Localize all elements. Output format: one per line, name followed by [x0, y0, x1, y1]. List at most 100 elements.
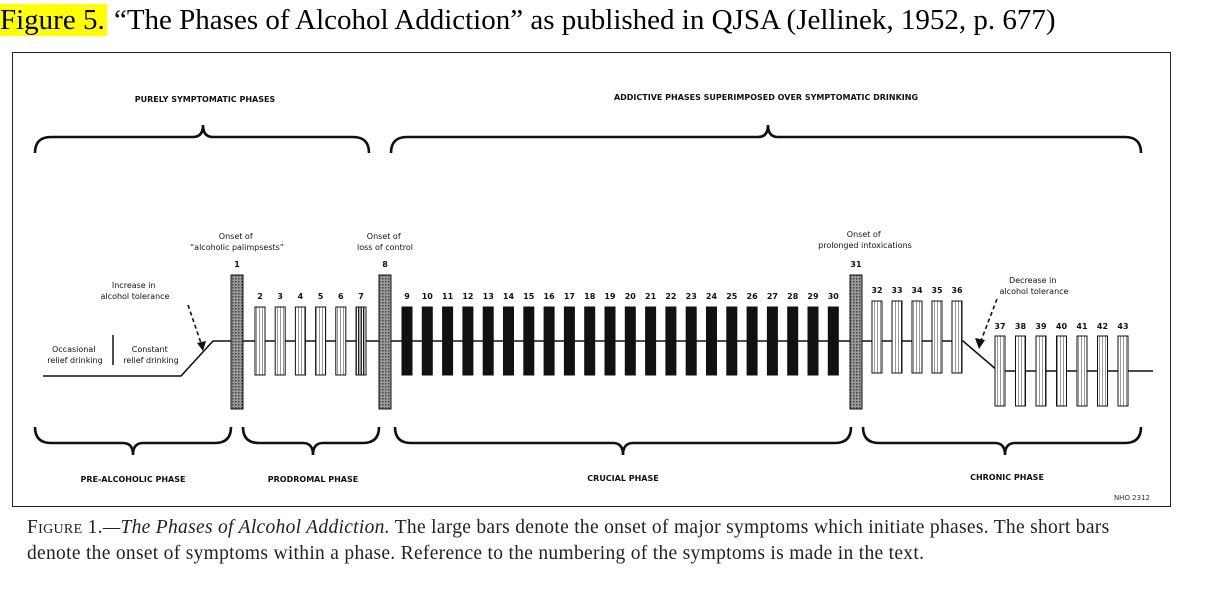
- decrease-tolerance-arrow: [978, 298, 998, 347]
- caption-text: The large bars denote the onset of major…: [27, 517, 1110, 564]
- decrease-tolerance-label: Decrease in alcohol tolerance: [1000, 276, 1069, 296]
- decrease-tolerance-arrowhead: [975, 338, 985, 349]
- figure-caption: Figure 1.—The Phases of Alcohol Addictio…: [27, 515, 1167, 567]
- symptom-bar-15: [523, 306, 535, 376]
- symptom-number-25: 25: [726, 292, 738, 301]
- symptom-number-20: 20: [625, 292, 637, 301]
- symptom-bar-13: [482, 306, 494, 376]
- symptom-number-33: 33: [891, 286, 902, 295]
- symptom-bar-11: [442, 306, 454, 376]
- symptom-bar-27: [766, 306, 778, 376]
- symptom-bar-38: [1015, 335, 1026, 407]
- symptom-number-43: 43: [1117, 322, 1128, 331]
- symptom-number-34: 34: [911, 286, 923, 295]
- caption-figure-word: Figure 1.: [27, 517, 103, 538]
- symptom-number-40: 40: [1056, 322, 1068, 331]
- bracket-prodromal: PRODROMAL PHASE: [241, 426, 381, 484]
- symptom-bar-43: [1117, 335, 1129, 407]
- symptom-bar-12: [462, 306, 474, 376]
- symptom-bar-10: [421, 306, 433, 376]
- symptom-bar-36: [951, 300, 963, 374]
- symptom-bar-9: [401, 306, 413, 376]
- onset-bar-1: [230, 274, 244, 410]
- symptom-number-9: 9: [404, 292, 410, 301]
- symptom-bar-17: [563, 306, 575, 376]
- symptom-bar-2: [254, 306, 266, 376]
- constant-relief-label: Constant relief drinking: [123, 345, 178, 365]
- symptom-number-21: 21: [645, 292, 657, 301]
- symptom-bar-21: [645, 306, 657, 376]
- symptom-bar-16: [543, 306, 555, 376]
- symptom-bar-26: [746, 306, 758, 376]
- symptom-number-36: 36: [951, 286, 963, 295]
- caption-dash: —: [102, 517, 121, 538]
- symptom-number-29: 29: [807, 292, 819, 301]
- symptom-number-23: 23: [686, 292, 697, 301]
- drinking-curve: [43, 340, 1153, 377]
- symptom-number-11: 11: [442, 292, 454, 301]
- symptom-number-2: 2: [257, 292, 263, 301]
- figure-title: “The Phases of Alcohol Addiction” as pub…: [106, 4, 1056, 36]
- symptom-number-17: 17: [564, 292, 575, 301]
- symptom-bar-22: [665, 306, 677, 376]
- onset-label-loss-of-control: Onset of loss of control: [357, 232, 413, 252]
- symptom-number-10: 10: [422, 292, 434, 301]
- symptom-number-4: 4: [298, 292, 304, 301]
- symptom-number-16: 16: [544, 292, 556, 301]
- bracket-label-purely-symptomatic: PURELY SYMPTOMATIC PHASES: [135, 95, 276, 104]
- symptom-number-30: 30: [828, 292, 840, 301]
- symptom-bar-20: [624, 306, 636, 376]
- symptom-number-26: 26: [747, 292, 759, 301]
- symptom-number-24: 24: [706, 292, 718, 301]
- onset-number-1: 1: [234, 260, 240, 269]
- phases-diagram: PURELY SYMPTOMATIC PHASES ADDICTIVE PHAS…: [33, 93, 1153, 484]
- symptom-number-3: 3: [277, 292, 283, 301]
- symptom-number-19: 19: [604, 292, 616, 301]
- symptom-number-12: 12: [462, 292, 473, 301]
- symptom-number-38: 38: [1015, 322, 1027, 331]
- occasional-relief-label: Occasional relief drinking: [47, 345, 102, 365]
- bracket-label-prodromal: PRODROMAL PHASE: [268, 475, 358, 484]
- increase-tolerance-arrowhead: [197, 341, 206, 351]
- symptom-number-6: 6: [338, 292, 344, 301]
- onset-label-prolonged-intoxications: Onset of prolonged intoxications: [818, 230, 912, 250]
- symptom-bar-40: [1056, 335, 1067, 407]
- symptom-bar-30: [827, 306, 839, 376]
- symptom-bar-39: [1035, 335, 1047, 407]
- symptom-bar-29: [807, 306, 819, 376]
- symptom-number-32: 32: [871, 286, 882, 295]
- symptom-bar-25: [726, 306, 738, 376]
- symptom-bars: 1 8 312 3 4 5 6 7 9 10 11 12 13 14 15 16 17 18 19 20 21 22 23 2…: [230, 260, 1129, 410]
- symptom-bar-33: [891, 300, 903, 374]
- symptom-number-28: 28: [787, 292, 799, 301]
- symptom-number-39: 39: [1035, 322, 1047, 331]
- symptom-bar-23: [685, 306, 697, 376]
- symptom-number-27: 27: [767, 292, 778, 301]
- onset-bar-31: [849, 274, 863, 410]
- symptom-bar-4: [294, 306, 306, 376]
- symptom-number-37: 37: [994, 322, 1005, 331]
- symptom-bar-6: [335, 306, 347, 376]
- figure-stamp: NHO 2312: [1113, 494, 1150, 502]
- figure-header: Figure 5. “The Phases of Alcohol Addicti…: [0, 0, 1056, 40]
- symptom-bar-32: [871, 300, 883, 374]
- symptom-bar-14: [503, 306, 514, 376]
- symptom-number-42: 42: [1097, 322, 1108, 331]
- onset-number-8: 8: [382, 260, 388, 269]
- symptom-number-13: 13: [483, 292, 494, 301]
- symptom-bar-37: [994, 335, 1006, 407]
- symptom-bar-41: [1076, 335, 1088, 407]
- symptom-number-22: 22: [665, 292, 676, 301]
- symptom-bar-35: [931, 300, 943, 374]
- symptom-bar-42: [1097, 335, 1108, 407]
- bracket-label-pre-alcoholic: PRE-ALCOHOLIC PHASE: [81, 475, 186, 484]
- symptom-bar-18: [584, 306, 596, 376]
- symptom-bar-19: [604, 306, 616, 376]
- bracket-purely-symptomatic: PURELY SYMPTOMATIC PHASES: [33, 95, 371, 154]
- symptom-number-35: 35: [931, 286, 943, 295]
- caption-title: The Phases of Alcohol Addiction.: [120, 517, 390, 538]
- bracket-label-addictive-phases: ADDICTIVE PHASES SUPERIMPOSED OVER SYMPT…: [614, 93, 918, 102]
- bracket-label-crucial: CRUCIAL PHASE: [587, 474, 658, 483]
- diagram-panel: PURELY SYMPTOMATIC PHASES ADDICTIVE PHAS…: [12, 52, 1171, 507]
- increase-tolerance-label: Increase in alcohol tolerance: [101, 281, 170, 301]
